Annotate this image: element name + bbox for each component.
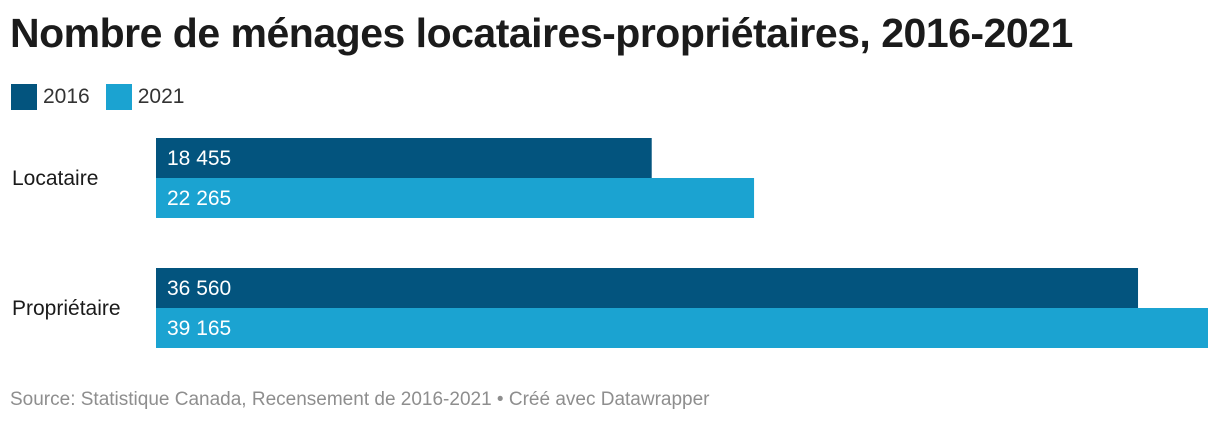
bar <box>156 138 652 178</box>
bar-value-label: 36 560 <box>167 277 231 300</box>
legend-item-2021: 2021 <box>105 84 185 110</box>
legend-swatch-2016 <box>11 84 37 110</box>
legend-swatch-2021 <box>105 84 132 110</box>
category-label: Locataire <box>12 167 98 190</box>
bar-value-label: 22 265 <box>167 187 231 210</box>
chart-title: Nombre de ménages locataires-propriétair… <box>10 10 1073 56</box>
bar-value-label: 18 455 <box>167 147 231 170</box>
bar <box>156 178 755 218</box>
bar <box>156 268 1139 308</box>
bar-value-label: 39 165 <box>167 317 231 340</box>
legend-item-2016: 2016 <box>11 84 90 110</box>
legend-label-2021: 2021 <box>137 85 185 108</box>
category-label: Propriétaire <box>12 297 121 320</box>
bar <box>156 308 1208 348</box>
source-note: Source: Statistique Canada, Recensement … <box>10 389 710 410</box>
legend-label-2016: 2016 <box>43 85 90 108</box>
legend: 2016 2021 <box>11 84 200 110</box>
